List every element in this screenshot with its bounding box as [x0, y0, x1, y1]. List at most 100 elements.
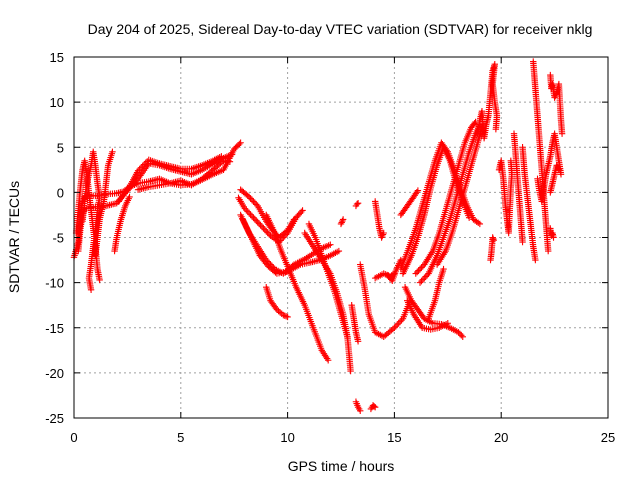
- data-point: [282, 313, 290, 320]
- data-point: [261, 226, 269, 233]
- data-point: [465, 214, 473, 221]
- data-point: [87, 286, 95, 294]
- data-point: [258, 223, 266, 230]
- data-point: [554, 163, 561, 171]
- y-tick-label: -10: [45, 276, 64, 291]
- data-point: [492, 126, 500, 133]
- data-point: [299, 207, 306, 214]
- data-point: [471, 120, 478, 127]
- series-track-am: [534, 130, 565, 205]
- data-point: [237, 139, 244, 146]
- series-track-ak: [519, 144, 539, 264]
- x-tick-label: 20: [494, 430, 508, 445]
- series-track-ad: [416, 121, 484, 286]
- data-point: [142, 159, 149, 167]
- data-point: [414, 187, 422, 194]
- series-track-ao: [547, 225, 557, 241]
- data-point: [415, 267, 422, 274]
- data-point: [380, 229, 387, 237]
- series-track-l: [239, 216, 334, 277]
- data-point: [251, 199, 259, 207]
- y-tick-label: -15: [45, 321, 64, 336]
- series-track-t: [352, 200, 362, 210]
- data-point: [418, 277, 425, 285]
- data-point: [248, 196, 256, 204]
- data-point: [519, 238, 526, 246]
- data-point: [280, 311, 287, 319]
- data-point: [250, 214, 257, 221]
- data-point: [458, 332, 465, 339]
- data-point: [298, 208, 305, 216]
- data-point: [354, 200, 362, 207]
- data-point: [250, 198, 257, 205]
- series-track-ai: [495, 157, 516, 237]
- data-point: [456, 330, 464, 337]
- data-point: [339, 216, 347, 223]
- series-track-r: [352, 398, 364, 414]
- data-point: [396, 318, 404, 325]
- data-point: [248, 212, 256, 220]
- data-point: [555, 166, 563, 174]
- data-point: [395, 320, 402, 327]
- data-point: [413, 188, 421, 196]
- y-tick-label: -20: [45, 366, 64, 381]
- data-point: [371, 403, 379, 411]
- data-point: [218, 158, 226, 166]
- data-point: [247, 195, 254, 202]
- series-track-ar: [384, 256, 405, 285]
- data-point: [476, 220, 484, 228]
- data-point: [554, 165, 562, 172]
- data-point: [126, 193, 133, 201]
- data-point: [289, 262, 296, 269]
- data-point: [327, 241, 334, 248]
- series-track-v: [371, 198, 387, 241]
- data-point: [421, 274, 428, 282]
- series-track-s: [367, 402, 379, 413]
- data-point: [226, 158, 234, 165]
- series-track-u: [357, 261, 413, 340]
- data-point: [353, 200, 361, 208]
- chart-title: Day 204 of 2025, Sidereal Day-to-day VTE…: [88, 21, 593, 37]
- data-point: [139, 162, 146, 170]
- data-point: [379, 232, 386, 240]
- data-point: [553, 162, 560, 169]
- data-point: [337, 220, 345, 228]
- series-track-ab: [404, 297, 451, 333]
- data-point: [251, 215, 259, 223]
- data-point: [444, 320, 451, 327]
- data-point: [389, 325, 397, 333]
- data-point: [338, 219, 345, 226]
- series-track-h: [111, 193, 133, 255]
- data-point: [370, 403, 378, 410]
- data-point: [419, 276, 427, 283]
- y-tick-label: -5: [52, 231, 64, 246]
- data-point: [241, 205, 249, 212]
- data-point: [550, 234, 557, 241]
- data-point: [254, 218, 261, 226]
- series-track-m: [263, 211, 332, 364]
- data-point: [134, 167, 142, 174]
- data-point: [397, 256, 405, 264]
- data-point: [265, 230, 273, 238]
- data-point: [253, 217, 260, 224]
- data-point: [257, 221, 264, 229]
- data-point: [284, 313, 291, 321]
- data-point: [324, 357, 332, 364]
- data-point: [109, 148, 116, 155]
- series-track-f: [72, 157, 103, 284]
- series-track-af: [425, 265, 447, 322]
- data-point: [136, 165, 143, 173]
- x-tick-label: 10: [280, 430, 294, 445]
- data-point: [260, 224, 267, 232]
- data-point: [236, 140, 243, 148]
- y-tick-label: 0: [57, 185, 64, 200]
- y-tick-label: 5: [57, 140, 64, 155]
- data-point: [281, 312, 288, 319]
- series-track-ae: [433, 124, 486, 268]
- data-point: [422, 273, 429, 280]
- data-point: [391, 324, 398, 331]
- data-point: [137, 164, 145, 171]
- y-tick-label: 10: [50, 95, 64, 110]
- x-tick-label: 25: [601, 430, 615, 445]
- series-track-ac: [412, 118, 479, 277]
